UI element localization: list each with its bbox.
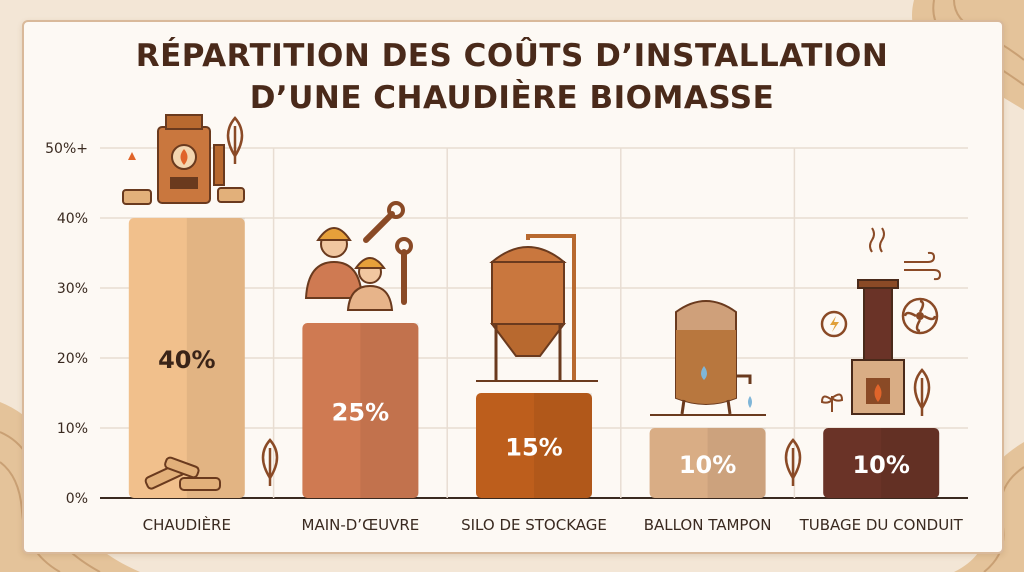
bar-shade (534, 393, 592, 498)
category-label: MAIN-D’ŒUVRE (302, 516, 420, 534)
workers-icon (304, 227, 394, 311)
y-tick-label: 0% (66, 491, 88, 507)
y-tick-label: 30% (57, 281, 88, 297)
wind-icon (904, 251, 942, 281)
category-label: TUBAGE DU CONDUIT (799, 516, 964, 534)
bar-value-label: 10% (852, 451, 909, 479)
bar-shade (360, 323, 419, 498)
bar-5 (823, 428, 940, 498)
pellet-pile-icon (122, 152, 245, 205)
chart-title-line-2: D’UNE CHAUDIÈRE BIOMASSE (249, 80, 775, 116)
leaf-icon (261, 438, 279, 486)
bar-value-label: 10% (679, 451, 736, 479)
category-label: SILO DE STOCKAGE (461, 516, 607, 534)
buffer-tank-icon (650, 300, 766, 416)
bar-shade (707, 428, 766, 498)
chimney-stove-icon (851, 227, 905, 415)
leaf-icon (784, 438, 802, 486)
electricity-icon (820, 310, 848, 338)
category-label: CHAUDIÈRE (143, 515, 231, 534)
bar-4 (649, 428, 766, 498)
bar-3 (476, 393, 592, 498)
bar-shade (881, 428, 940, 498)
sprout-icon (820, 393, 844, 412)
bar-value-label: 15% (505, 434, 562, 462)
y-tick-label: 50%+ (45, 141, 88, 157)
bar-value-label: 25% (332, 399, 389, 427)
chart-title-line-1: RÉPARTITION DES COÛTS D’INSTALLATION (135, 38, 889, 74)
y-tick-label: 40% (57, 211, 88, 227)
bar-2 (302, 323, 419, 498)
y-tick-label: 20% (57, 351, 88, 367)
firewood-logs-icon (144, 456, 221, 491)
silo-icon (476, 234, 598, 382)
y-tick-label: 10% (57, 421, 88, 437)
bar-value-label: 40% (158, 346, 215, 374)
leaf-icon (913, 368, 931, 416)
bar-1 (128, 218, 245, 498)
leaf-icon (226, 116, 244, 164)
bar-shade (186, 218, 245, 498)
fan-icon (901, 297, 939, 335)
boiler-icon (157, 114, 225, 204)
category-label: BALLON TAMPON (644, 516, 772, 534)
wrench-icon (363, 201, 413, 305)
